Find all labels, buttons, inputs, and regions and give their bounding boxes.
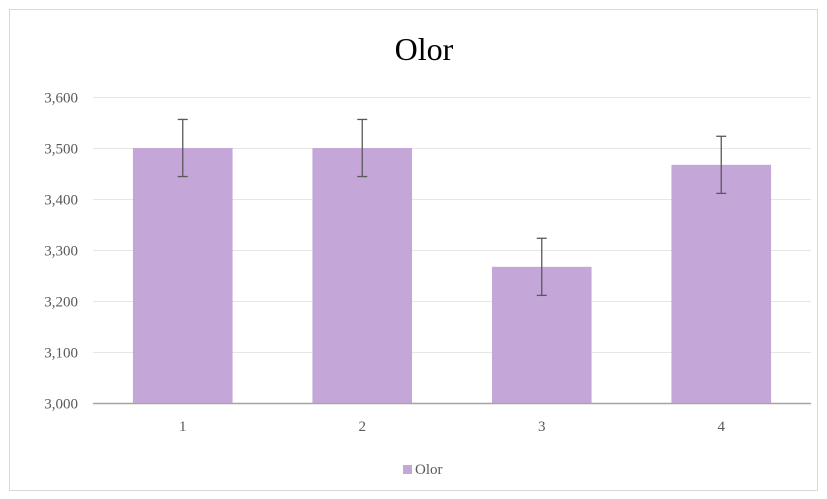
legend-label: Olor: [415, 462, 443, 478]
y-tick-label: 3,300: [44, 244, 78, 260]
legend: Olor: [403, 462, 443, 478]
bar: [132, 148, 233, 403]
y-tick-label: 3,600: [44, 91, 78, 107]
bar: [671, 164, 772, 403]
x-tick-label: 4: [718, 419, 726, 435]
chart-title: Olor: [395, 31, 454, 67]
legend-swatch: [403, 465, 412, 474]
y-tick-label: 3,500: [44, 142, 78, 158]
bar: [312, 148, 413, 403]
y-tick-label: 3,200: [44, 295, 78, 311]
y-tick-label: 3,000: [44, 397, 78, 413]
axes: 3,000 3,100 3,200 3,300 3,400 3,500 3,600 1 2 3 4: [44, 91, 811, 435]
x-tick-label: 1: [179, 419, 187, 435]
y-tick-label: 3,400: [44, 193, 78, 209]
error-bars: [177, 118, 727, 297]
x-tick-label: 2: [359, 419, 367, 435]
y-tick-label: 3,100: [44, 346, 78, 362]
x-tick-label: 3: [538, 419, 546, 435]
